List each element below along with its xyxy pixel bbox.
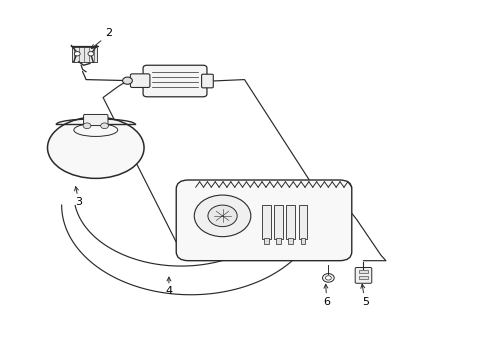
Bar — [276, 238, 281, 244]
Circle shape — [88, 51, 94, 56]
FancyBboxPatch shape — [143, 65, 206, 97]
FancyBboxPatch shape — [201, 74, 213, 88]
Bar — [298, 205, 307, 239]
Circle shape — [122, 77, 132, 84]
Ellipse shape — [47, 117, 144, 179]
Text: 2: 2 — [105, 28, 112, 38]
Bar — [358, 270, 367, 273]
Text: 5: 5 — [361, 297, 368, 307]
Circle shape — [325, 276, 330, 280]
Bar — [300, 238, 305, 244]
Circle shape — [322, 274, 333, 282]
Text: 1: 1 — [199, 67, 206, 77]
Circle shape — [207, 205, 237, 226]
FancyBboxPatch shape — [83, 114, 108, 126]
Text: 6: 6 — [322, 297, 329, 307]
Bar — [274, 205, 283, 239]
FancyBboxPatch shape — [176, 180, 351, 261]
Circle shape — [194, 195, 250, 237]
FancyBboxPatch shape — [354, 267, 371, 283]
Circle shape — [83, 123, 91, 129]
Circle shape — [74, 51, 80, 56]
Bar — [262, 205, 270, 239]
Bar — [286, 205, 295, 239]
Text: 3: 3 — [75, 197, 82, 207]
Text: 4: 4 — [165, 286, 172, 296]
Bar — [72, 46, 97, 62]
FancyBboxPatch shape — [130, 74, 150, 87]
Bar — [264, 238, 268, 244]
Circle shape — [101, 123, 108, 129]
Bar — [288, 238, 293, 244]
Bar — [358, 276, 367, 279]
